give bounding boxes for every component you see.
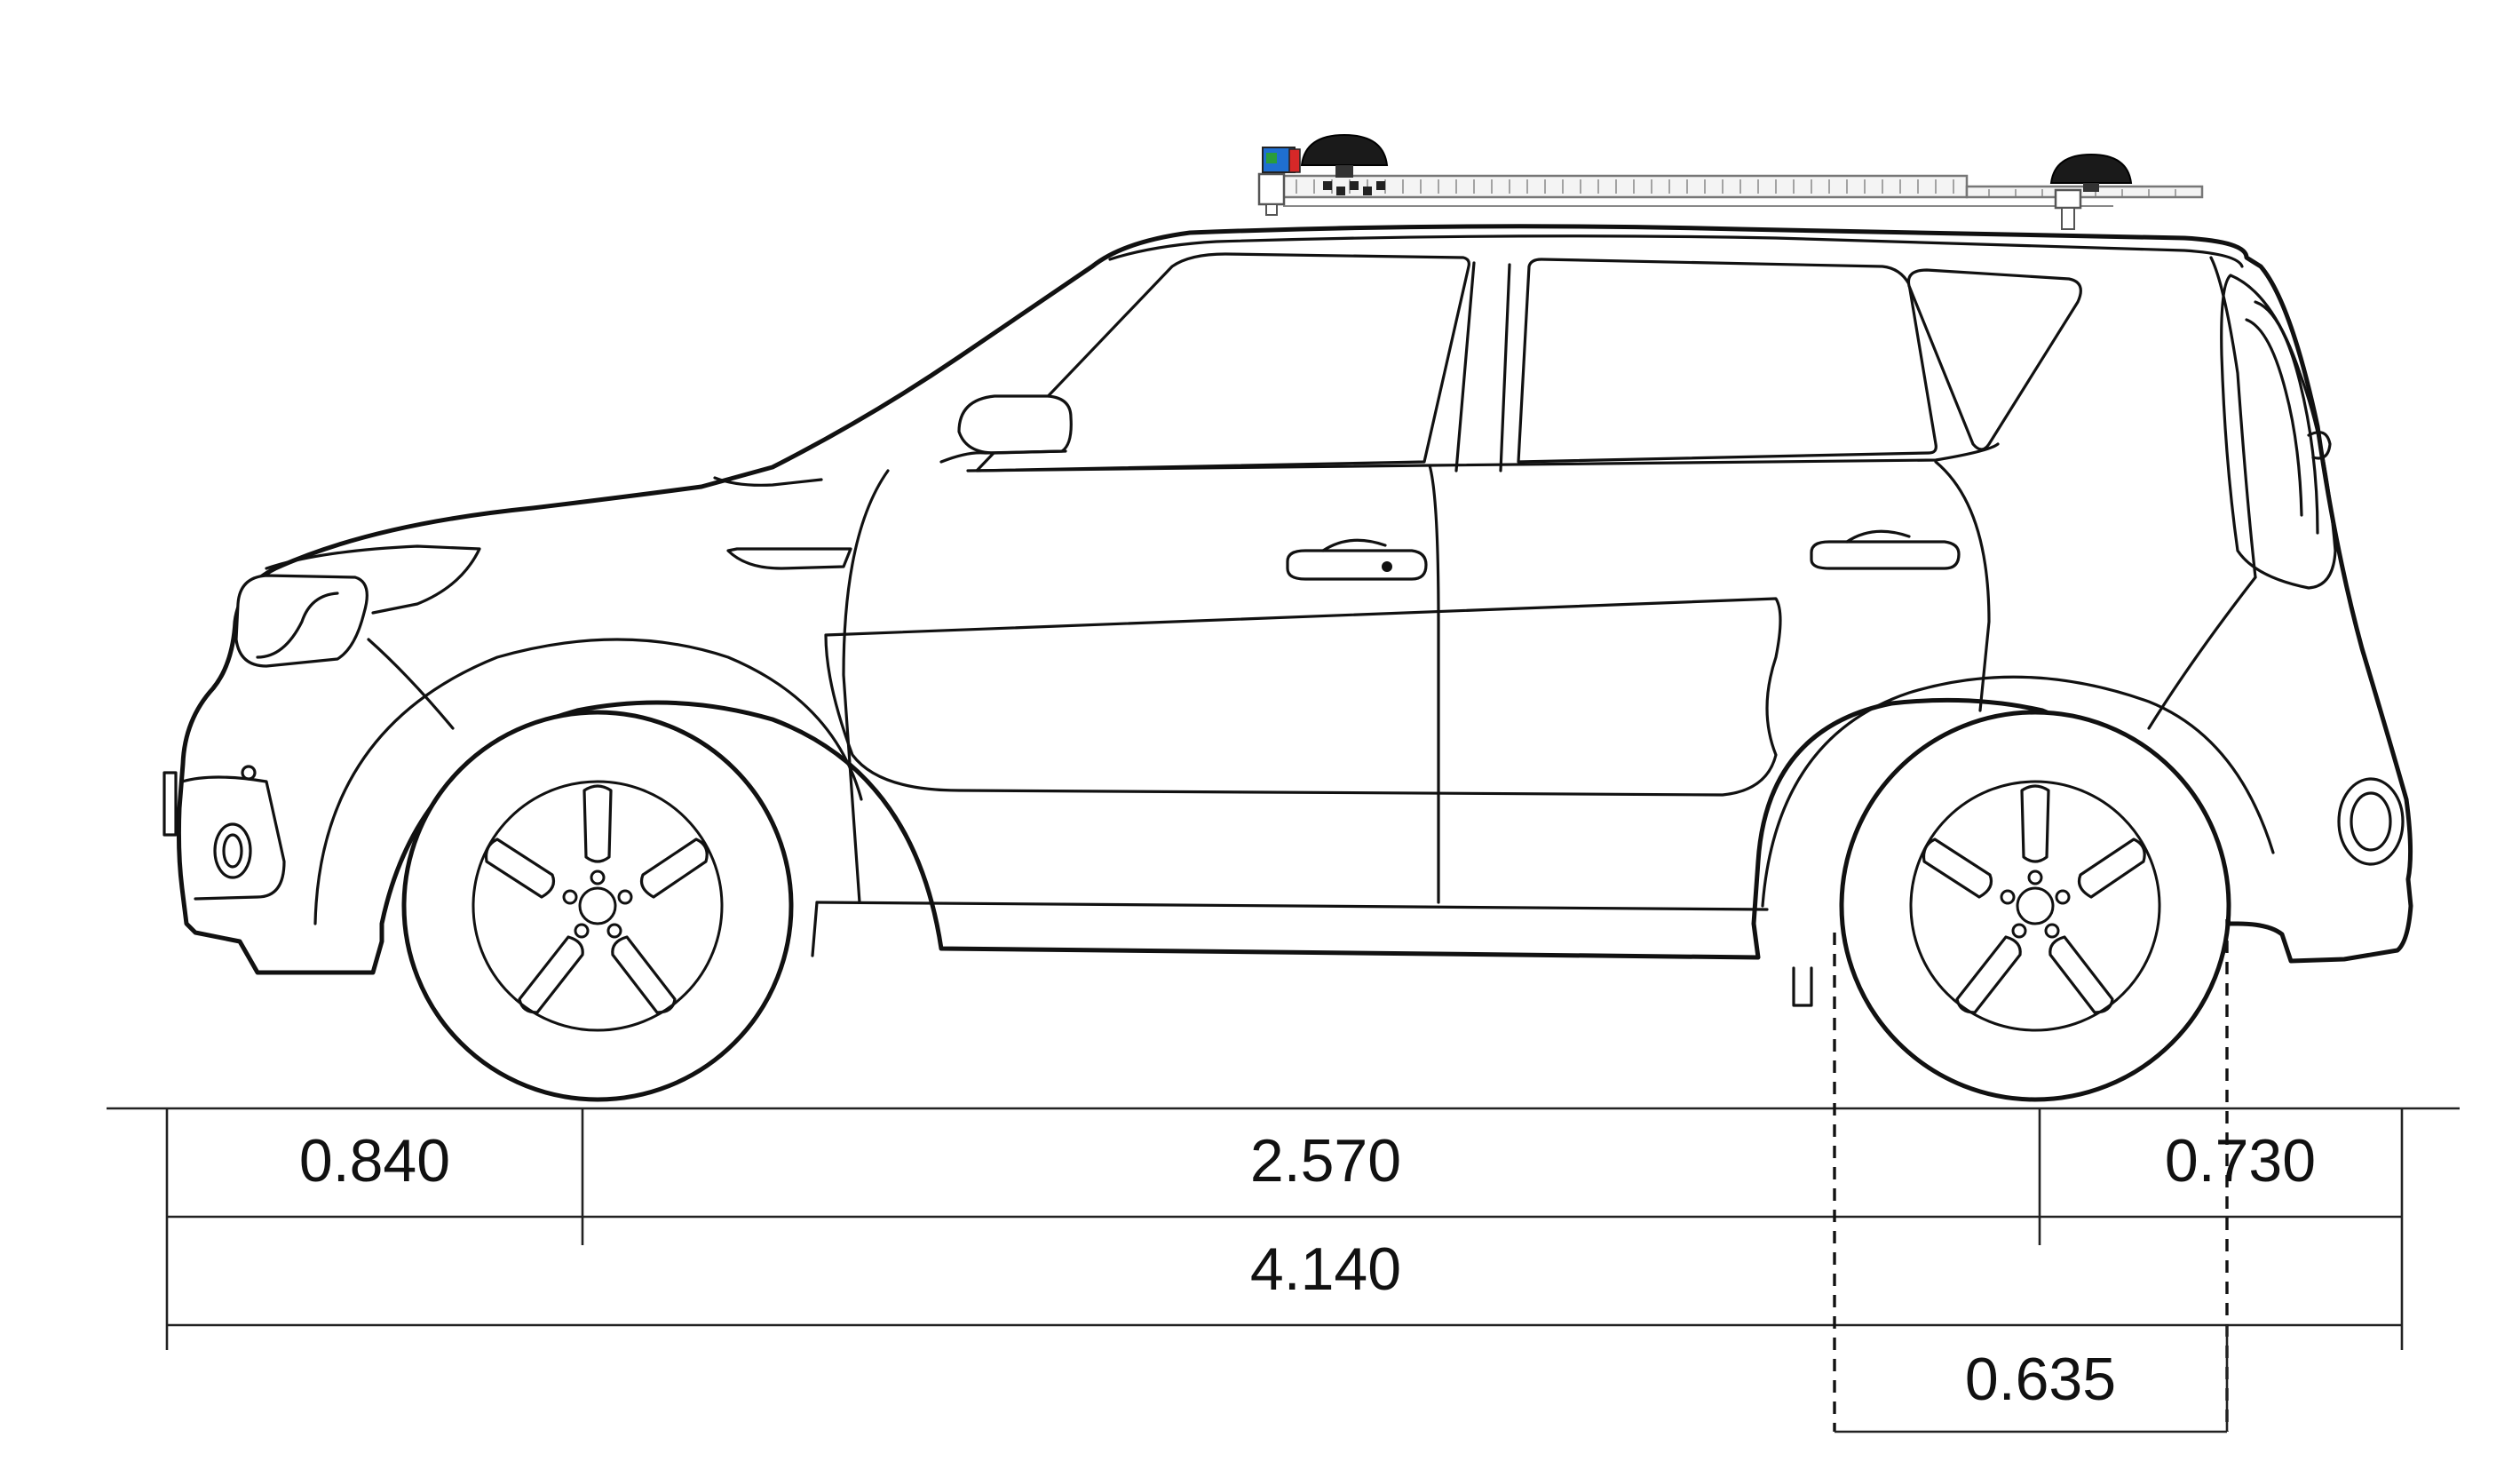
rear-gnss-antenna-icon: [2049, 153, 2133, 192]
rear-sensor-offset-label: 0.635: [1965, 1346, 2116, 1413]
front-door-handle: [1286, 538, 1428, 581]
wheelbase-label: 2.570: [1250, 1127, 1401, 1195]
body-outline: [176, 224, 2413, 975]
camera-sensor-icon: [1262, 147, 1301, 173]
front-window: [975, 252, 1470, 472]
roof-sensor-rack: [1257, 147, 2204, 230]
rear-door-handle: [1810, 529, 1961, 570]
dimension-labels: 0.840 2.570 0.730 4.140 0.635: [299, 1127, 2316, 1413]
front-wheel: [401, 710, 794, 1102]
side-mirror: [957, 394, 1073, 455]
overall-length-label: 4.140: [1250, 1235, 1401, 1303]
vehicle-body: [162, 224, 2413, 1007]
quarter-window: [1906, 268, 2082, 451]
rear-door-window: [1517, 258, 1938, 464]
rear-wheel: [1839, 710, 2231, 1102]
front-gnss-antenna-icon: [1300, 133, 1389, 178]
dimension-lines: [107, 919, 2460, 1433]
front-overhang-label: 0.840: [299, 1127, 450, 1195]
rear-overhang-label: 0.730: [2165, 1127, 2316, 1195]
